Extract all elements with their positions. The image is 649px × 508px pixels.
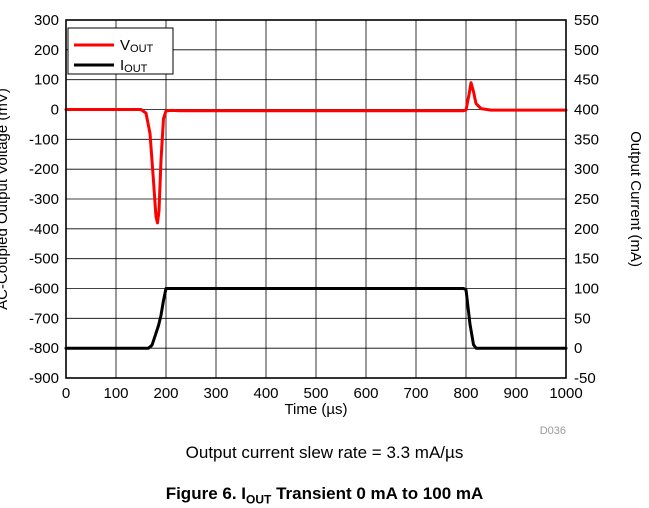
- figure-code: D036: [540, 425, 566, 437]
- y-left-tick-label: 0: [51, 102, 59, 119]
- y-left-tick-label: -100: [29, 131, 59, 148]
- y-right-tick-label: 150: [574, 251, 599, 268]
- y-right-tick-label: 200: [574, 221, 599, 238]
- y-left-tick-label: -300: [29, 191, 59, 208]
- y-left-tick-label: -600: [29, 281, 59, 298]
- x-axis-label: Time (µs): [284, 401, 347, 418]
- y-left-tick-label: 300: [34, 12, 59, 29]
- y-left-tick-labels: 300 200 100 0 -100 -200 -300 -400 -500 -600 -700 -8…: [29, 12, 59, 387]
- slew-rate-note: Output current slew rate = 3.3 mA/µs: [185, 443, 464, 462]
- y-left-tick-label: -700: [29, 310, 59, 327]
- x-tick-label: 900: [503, 385, 528, 402]
- legend: VOUT IOUT: [67, 27, 174, 75]
- y-right-tick-label: 50: [574, 310, 591, 327]
- figure-caption: Figure 6. IOUT Transient 0 mA to 100 mA: [165, 484, 484, 507]
- y-left-tick-label: -900: [29, 370, 59, 387]
- x-tick-label: 200: [153, 385, 178, 402]
- y-right-tick-label: -50: [574, 370, 596, 387]
- legend-iout-label: IOUT: [120, 57, 148, 75]
- y-right-tick-label: 400: [574, 102, 599, 119]
- y-right-axis-label: Output Current (mA): [627, 131, 644, 267]
- y-right-tick-label: 500: [574, 42, 599, 59]
- x-tick-labels: 0 100 200 300 400 500 600 700 800 900 1000: [62, 385, 583, 402]
- series-layer: [64, 81, 568, 350]
- x-tick-label: 600: [353, 385, 378, 402]
- y-right-tick-label: 300: [574, 161, 599, 178]
- plot-frame: [65, 19, 567, 379]
- y-right-tick-label: 100: [574, 281, 599, 298]
- series-line-iout: [64, 287, 568, 350]
- y-left-axis-label: AC-Coupled Output Voltage (mV): [0, 88, 11, 310]
- y-left-tick-label: 200: [34, 42, 59, 59]
- x-tick-label: 500: [303, 385, 328, 402]
- x-tick-label: 400: [253, 385, 278, 402]
- x-tick-label: 0: [62, 385, 70, 402]
- y-right-tick-label: 550: [574, 12, 599, 29]
- x-tick-label: 300: [203, 385, 228, 402]
- y-right-tick-label: 450: [574, 72, 599, 89]
- y-left-tick-label: -800: [29, 340, 59, 357]
- legend-vout-label: VOUT: [120, 37, 154, 55]
- y-left-tick-label: -400: [29, 221, 59, 238]
- y-left-tick-label: -500: [29, 251, 59, 268]
- x-tick-label: 100: [103, 385, 128, 402]
- series-line-vout: [64, 81, 568, 225]
- y-right-tick-label: 350: [574, 131, 599, 148]
- y-left-tick-label: 100: [34, 72, 59, 89]
- x-tick-label: 800: [453, 385, 478, 402]
- y-right-tick-label: 250: [574, 191, 599, 208]
- x-tick-label: 1000: [549, 385, 582, 402]
- y-left-tick-label: -200: [29, 161, 59, 178]
- x-tick-label: 700: [403, 385, 428, 402]
- y-right-tick-label: 0: [574, 340, 582, 357]
